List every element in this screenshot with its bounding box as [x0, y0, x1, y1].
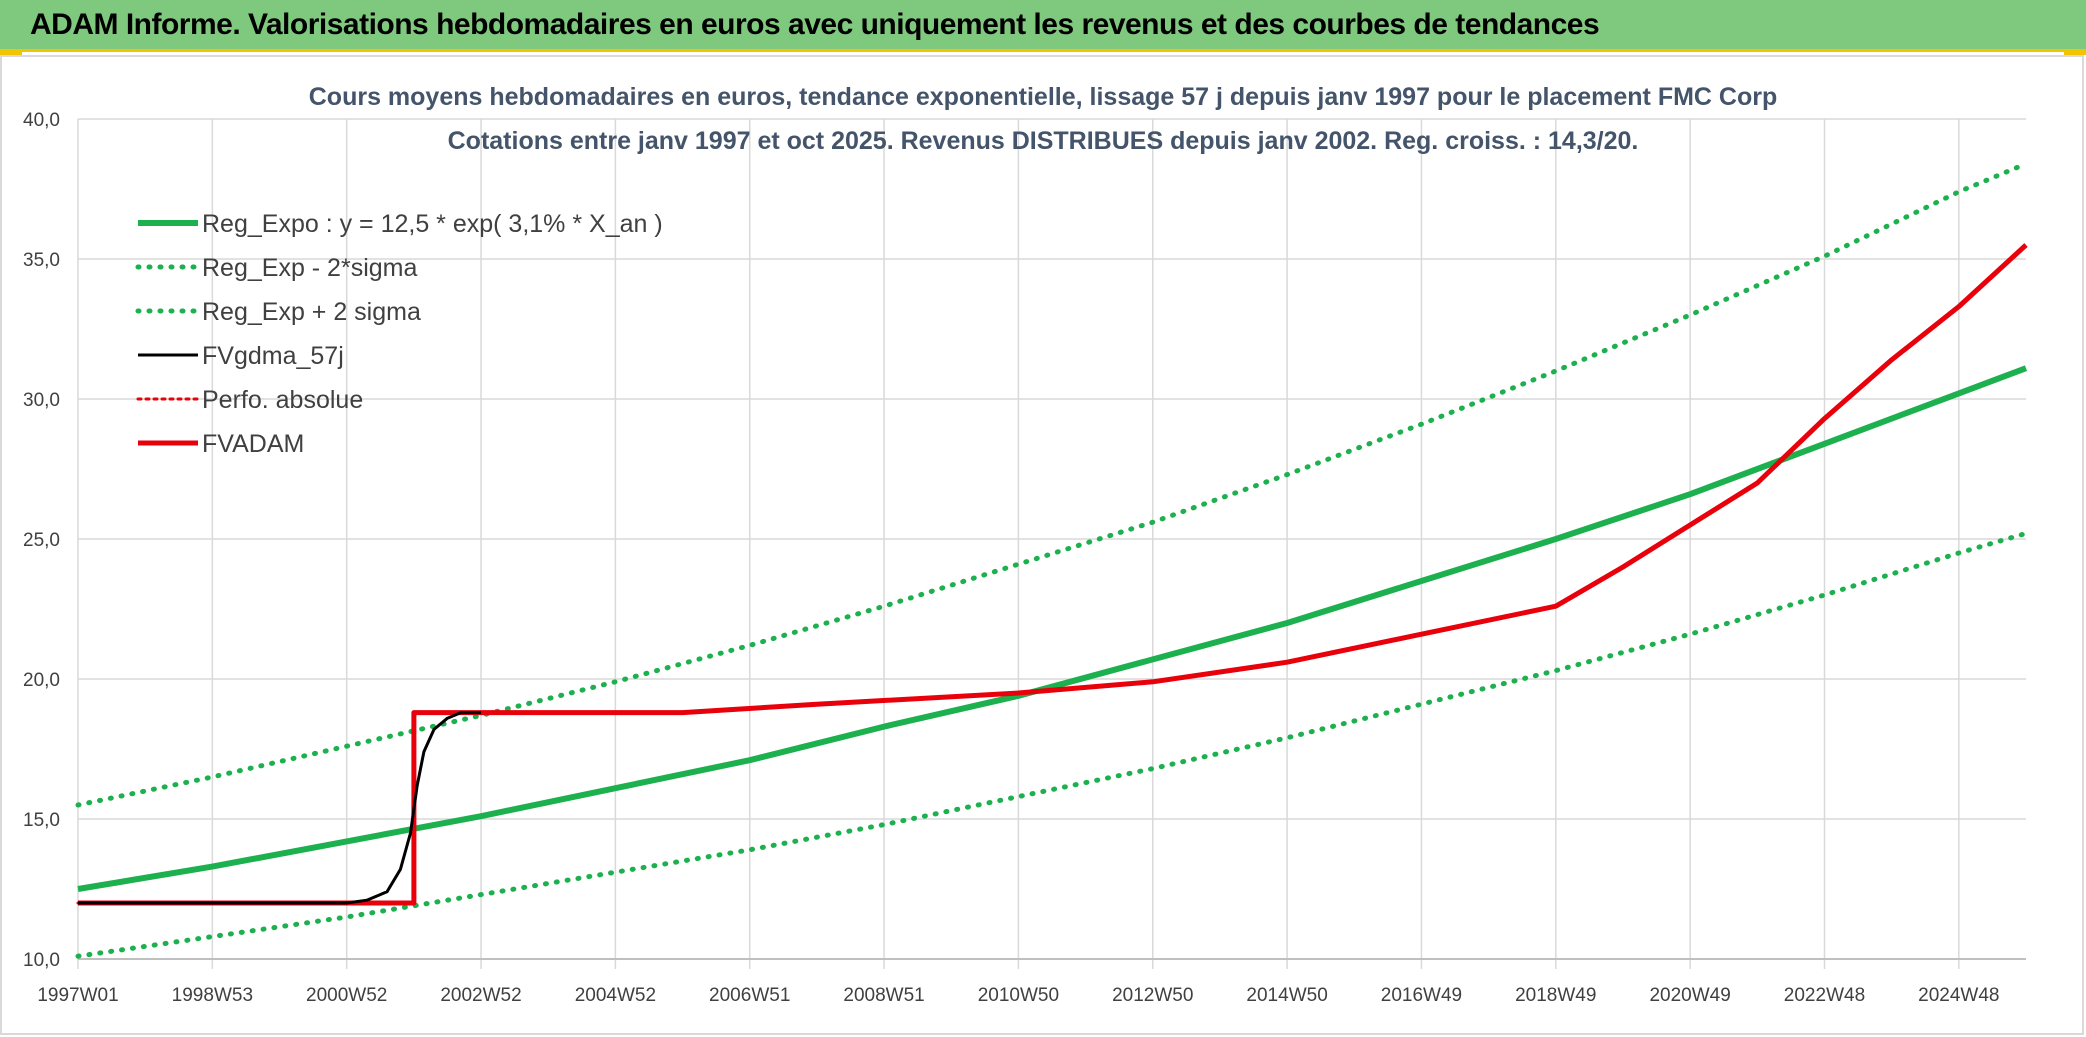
series-lines [75, 161, 2029, 959]
y-tick-label: 30,0 [23, 390, 60, 411]
y-tick-label: 20,0 [23, 670, 60, 691]
chart-frame [0, 55, 2084, 1035]
y-tick-label: 35,0 [23, 250, 60, 271]
chart-title: Cours moyens hebdomadaires en euros, ten… [309, 83, 1778, 111]
x-tick-label: 2002W52 [440, 985, 521, 1006]
fvadam-line-series [78, 243, 2028, 906]
legend-label: FVADAM [202, 430, 304, 458]
x-tick-label: 2024W48 [1918, 985, 1999, 1006]
x-tick-label: 2018W49 [1515, 985, 1596, 1006]
axes: 10,0 15,0 20,0 25,0 30,0 35,0 40,0 1997W01 1998W… [23, 110, 2026, 1006]
x-tick-label: 2010W50 [978, 985, 1059, 1006]
line-chart: 10,0 15,0 20,0 25,0 30,0 35,0 40,0 1997W01 1998W… [0, 55, 2084, 1035]
x-tick-label: 2008W51 [843, 985, 924, 1006]
y-tick-label: 10,0 [23, 950, 60, 971]
report-header: ADAM Informe. Valorisations hebdomadaire… [0, 0, 2086, 52]
report-title: ADAM Informe. Valorisations hebdomadaire… [30, 8, 1600, 41]
y-tick-label: 15,0 [23, 810, 60, 831]
smoothed-line-series [78, 711, 481, 905]
corner-mark-right [2064, 49, 2086, 55]
legend-label: Reg_Exp - 2*sigma [202, 254, 417, 282]
x-tick-label: 2006W51 [709, 985, 790, 1006]
grid [77, 118, 2026, 969]
corner-mark-left [0, 49, 22, 55]
legend-label: Perfo. absolue [202, 386, 363, 414]
y-tick-label: 40,0 [23, 110, 60, 131]
trend-lower-band-series [75, 530, 2029, 959]
x-tick-label: 2012W50 [1112, 985, 1193, 1006]
x-tick-label: 2000W52 [306, 985, 387, 1006]
x-tick-label: 1997W01 [37, 985, 118, 1006]
chart-subtitle: Cotations entre janv 1997 et oct 2025. R… [448, 127, 1639, 155]
legend: Reg_Expo : y = 12,5 * exp( 3,1% * X_an )… [135, 210, 663, 458]
y-tick-label: 25,0 [23, 530, 60, 551]
x-tick-label: 2022W48 [1784, 985, 1865, 1006]
legend-label: FVgdma_57j [202, 342, 344, 370]
x-tick-label: 2020W49 [1649, 985, 1730, 1006]
legend-label: Reg_Expo : y = 12,5 * exp( 3,1% * X_an ) [202, 210, 663, 238]
x-tick-label: 2004W52 [575, 985, 656, 1006]
x-tick-label: 1998W53 [172, 985, 253, 1006]
x-tick-label: 2016W49 [1381, 985, 1462, 1006]
legend-label: Reg_Exp + 2 sigma [202, 298, 421, 326]
x-tick-label: 2014W50 [1246, 985, 1327, 1006]
